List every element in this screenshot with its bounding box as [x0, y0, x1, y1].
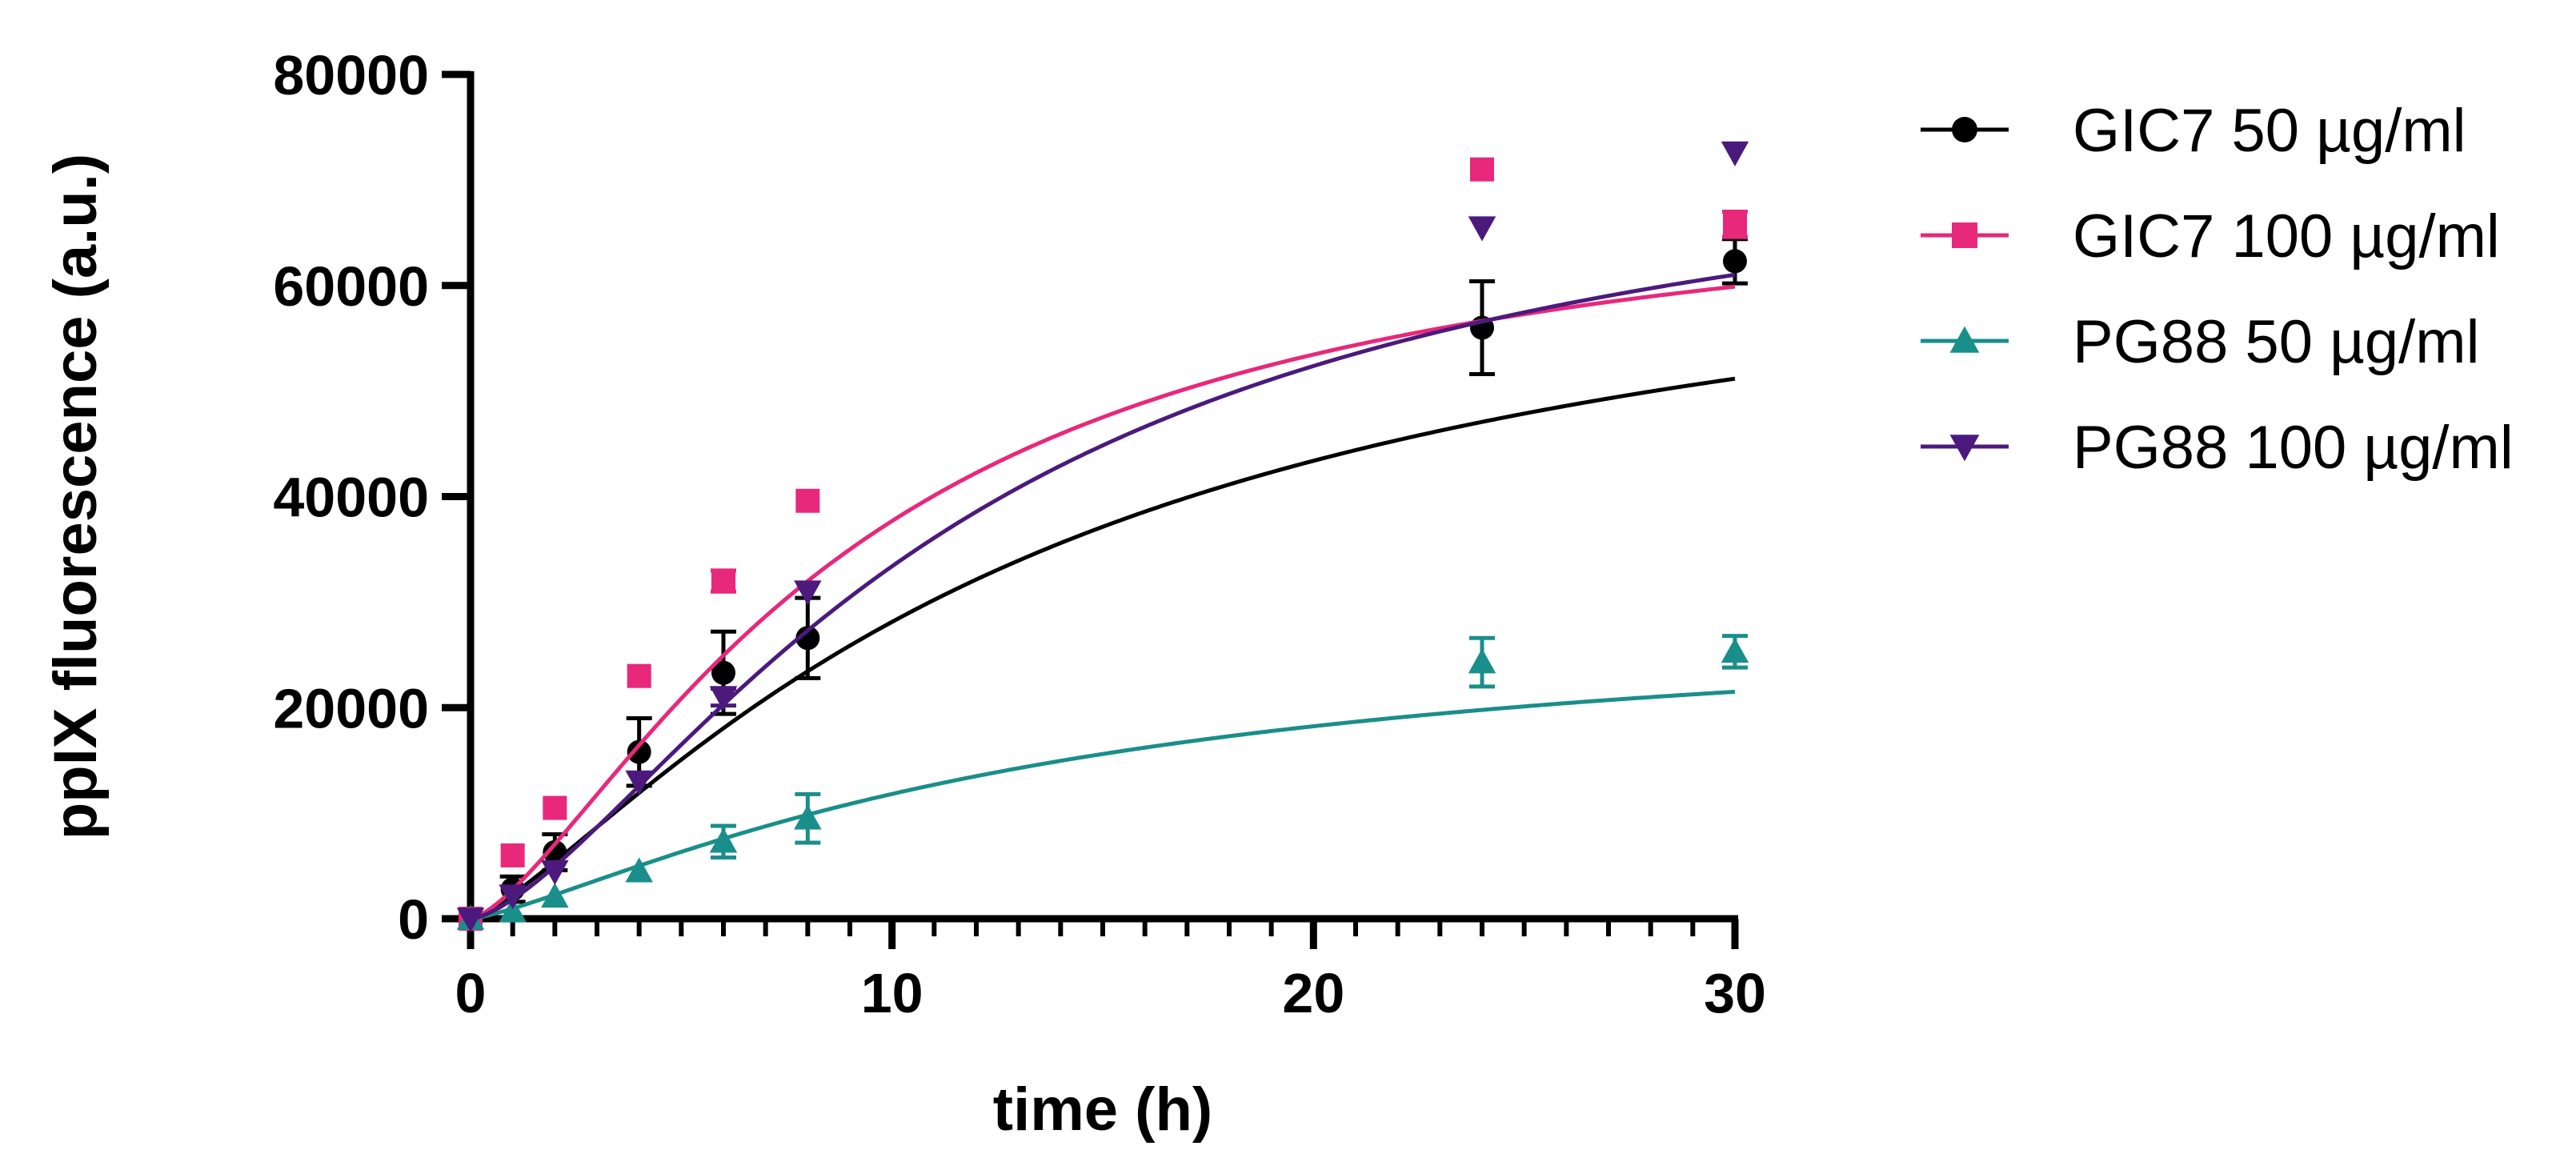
- fit-curve: [470, 272, 1736, 921]
- data-point: [499, 897, 527, 923]
- fit-curve: [470, 376, 1736, 921]
- data-point: [709, 686, 738, 711]
- x-tick-label: 20: [1282, 962, 1344, 1024]
- y-axis-title: ppIX fluorescence (a.u.): [42, 154, 110, 839]
- data-point: [1468, 648, 1496, 674]
- data-point: [456, 908, 485, 933]
- data-point: [627, 663, 651, 688]
- series-3: [456, 141, 1749, 933]
- fit-curve: [470, 689, 1736, 921]
- legend-item: GIC7 50 µg/ml: [1921, 97, 2466, 165]
- data-point: [794, 804, 822, 830]
- legend-marker: [1952, 222, 1977, 248]
- x-axis-title: time (h): [993, 1076, 1212, 1144]
- legend-item: PG88 50 µg/ml: [1921, 308, 2479, 376]
- plot-area: 0 20000 40000 60000 80000 0 10 20 30 time (h) ppIX…: [42, 44, 1766, 1144]
- y-tick-label: 20000: [273, 677, 429, 739]
- data-point: [709, 827, 738, 853]
- y-tick-label: 60000: [273, 255, 429, 318]
- legend-item: GIC7 100 µg/ml: [1921, 202, 2500, 270]
- data-point: [627, 739, 651, 764]
- data-point: [1723, 212, 1747, 237]
- x-tick-label: 30: [1704, 962, 1766, 1024]
- y-tick-label: 40000: [273, 467, 429, 529]
- series-2: [456, 634, 1749, 930]
- legend-label: GIC7 100 µg/ml: [2073, 202, 2500, 270]
- legend-marker: [1949, 435, 1980, 462]
- y-tick-label: 0: [398, 888, 429, 951]
- legend-label: GIC7 50 µg/ml: [2073, 97, 2466, 165]
- legend-label: PG88 100 µg/ml: [2073, 414, 2514, 482]
- legend: GIC7 50 µg/ml GIC7 100 µg/ml PG88 50 µg/ml…: [1921, 97, 2514, 482]
- fit-curve: [470, 284, 1736, 921]
- data-point: [794, 580, 822, 606]
- data-point: [711, 569, 735, 593]
- data-point: [795, 488, 820, 513]
- series-1: [459, 157, 1748, 931]
- legend-marker: [1952, 117, 1977, 142]
- data-point: [541, 883, 569, 908]
- data-point: [1721, 141, 1749, 166]
- data-point: [1470, 157, 1494, 182]
- data-point: [625, 770, 653, 795]
- data-point: [625, 857, 653, 883]
- legend-item: PG88 100 µg/ml: [1921, 414, 2514, 482]
- legend-marker: [1949, 326, 1980, 353]
- legend-label: PG88 50 µg/ml: [2073, 308, 2479, 376]
- data-point: [711, 660, 735, 685]
- data-point: [1721, 638, 1749, 663]
- x-tick-label: 0: [455, 962, 487, 1024]
- y-tick-label: 80000: [273, 44, 429, 106]
- data-point: [499, 884, 527, 910]
- data-point: [541, 859, 569, 885]
- data-point: [1723, 249, 1747, 274]
- data-point: [543, 795, 567, 820]
- series-0: [459, 237, 1748, 931]
- data-point: [500, 843, 525, 867]
- data-point: [795, 626, 820, 651]
- data-point: [1468, 216, 1496, 242]
- x-tick-label: 10: [861, 962, 923, 1024]
